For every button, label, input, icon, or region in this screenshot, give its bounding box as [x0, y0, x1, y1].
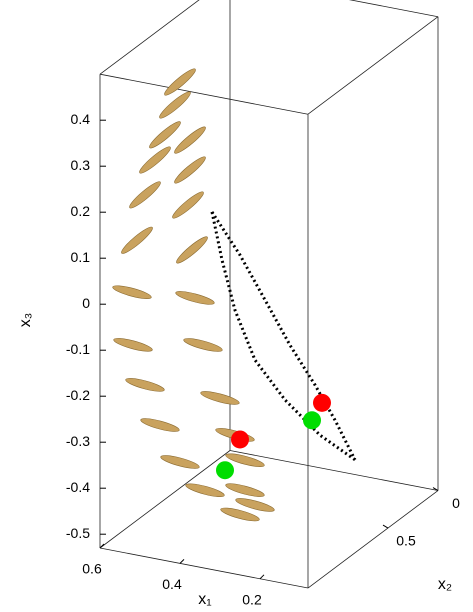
ellipse-marker — [112, 285, 152, 299]
ellipse-marker — [113, 338, 153, 352]
ellipse-marker — [225, 453, 265, 467]
ellipse-marker — [160, 455, 200, 469]
y-tick-label: 0 — [452, 495, 460, 511]
ellipse-marker — [159, 91, 191, 119]
z-tick-label: -0.1 — [66, 341, 90, 357]
ellipse-marker — [140, 418, 180, 432]
box-edge — [99, 0, 200, 75]
z-tick-label: 0.2 — [71, 203, 91, 219]
ellipse-marker — [185, 483, 225, 498]
ellipse-marker — [149, 121, 181, 149]
point-marker — [216, 461, 234, 480]
x-tick — [99, 543, 105, 549]
ellipse-marker — [175, 291, 215, 305]
y-tick-label: 0.5 — [396, 533, 416, 549]
point-marker — [303, 411, 321, 430]
z-tick-label: -0.3 — [66, 433, 90, 449]
point-marker — [231, 430, 249, 449]
ellipse-marker — [164, 68, 196, 96]
ellipse-marker — [200, 391, 240, 405]
ellipse-marker — [139, 146, 171, 174]
box-edge — [99, 450, 231, 549]
point-marker — [313, 393, 331, 412]
ellipse-marker — [225, 483, 265, 497]
z-tick-label: -0.4 — [66, 479, 90, 495]
ellipse-marker — [183, 338, 223, 352]
y-tick — [382, 524, 389, 529]
box-edge — [99, 73, 309, 115]
ellipse-marker — [176, 236, 208, 264]
z-tick-label: 0.4 — [71, 111, 91, 127]
x-tick — [259, 574, 265, 580]
ellipse-marker — [129, 181, 161, 209]
x-axis-label: x₁ — [198, 591, 211, 608]
ellipse-marker — [235, 498, 275, 512]
ellipse-marker — [121, 226, 153, 254]
z-tick-label: 0.1 — [71, 249, 91, 265]
box-edge — [99, 547, 309, 589]
box-edge — [229, 450, 439, 491]
y-tick — [432, 487, 439, 491]
box-edge — [307, 490, 439, 589]
x-tick — [179, 559, 185, 564]
z-tick-label: -0.5 — [66, 525, 90, 541]
ellipse-marker — [220, 507, 260, 522]
ellipse-marker — [172, 191, 204, 219]
x-tick-label: 0.2 — [242, 592, 262, 608]
trajectory — [210, 211, 357, 461]
ellipse-marker — [125, 378, 165, 392]
box-edge — [348, 0, 439, 18]
z-tick-label: 0 — [82, 295, 90, 311]
z-axis-label: x₃ — [17, 313, 34, 328]
box-edge — [307, 16, 439, 115]
ellipse-marker — [174, 156, 206, 184]
trajectory — [210, 211, 356, 462]
ellipse-marker — [174, 126, 206, 154]
z-tick-label: -0.2 — [66, 387, 90, 403]
z-tick-label: 0.3 — [71, 157, 91, 173]
y-axis-label: x₂ — [438, 576, 452, 593]
x-tick-label: 0.6 — [82, 561, 102, 577]
x-tick-label: 0.4 — [162, 576, 182, 592]
